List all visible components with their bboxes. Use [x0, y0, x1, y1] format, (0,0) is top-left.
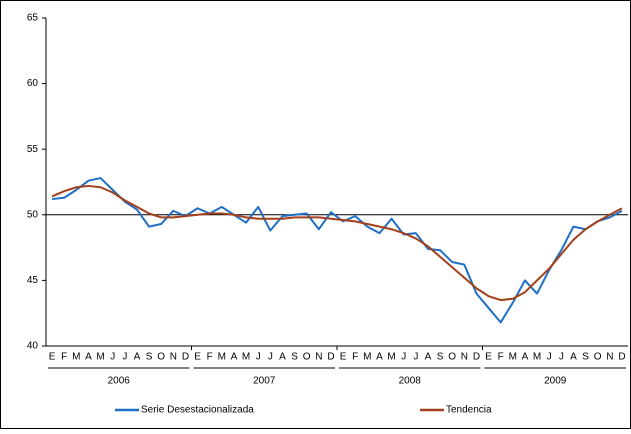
x-tick-label: F — [207, 352, 213, 363]
x-tick-label: O — [594, 352, 602, 363]
x-tick-label: N — [461, 352, 468, 363]
x-tick-label: F — [498, 352, 504, 363]
x-tick-label: A — [134, 352, 141, 363]
series-line — [51, 184, 623, 302]
x-tick-label: J — [547, 352, 552, 363]
x-tick-label: M — [96, 352, 104, 363]
x-tick-label: D — [182, 352, 189, 363]
year-label: 2008 — [399, 376, 422, 387]
x-tick-label: D — [618, 352, 625, 363]
y-tick-label: 45 — [27, 275, 39, 286]
x-tick-label: S — [582, 352, 589, 363]
year-label: 2006 — [108, 376, 131, 387]
x-tick-label: A — [231, 352, 238, 363]
series-line — [51, 177, 623, 324]
x-tick-label: S — [437, 352, 444, 363]
y-tick-label: 55 — [27, 144, 39, 155]
x-tick-label: M — [363, 352, 371, 363]
x-tick-label: E — [194, 352, 201, 363]
x-tick-label: J — [559, 352, 564, 363]
y-tick-label: 50 — [27, 209, 39, 220]
x-tick-label: A — [85, 352, 92, 363]
x-tick-label: M — [242, 352, 250, 363]
y-tick-label: 60 — [27, 78, 39, 89]
x-tick-label: J — [401, 352, 406, 363]
x-tick-label: J — [413, 352, 418, 363]
x-tick-label: A — [279, 352, 286, 363]
x-tick-label: M — [218, 352, 226, 363]
x-tick-label: O — [303, 352, 311, 363]
x-tick-label: M — [533, 352, 541, 363]
x-tick-label: A — [570, 352, 577, 363]
x-tick-label: J — [110, 352, 115, 363]
x-tick-label: N — [170, 352, 177, 363]
x-tick-label: D — [473, 352, 480, 363]
x-tick-label: J — [268, 352, 273, 363]
y-tick-label: 65 — [27, 13, 39, 24]
x-tick-label: A — [425, 352, 432, 363]
x-tick-label: D — [327, 352, 334, 363]
x-tick-label: A — [522, 352, 529, 363]
legend-label: Tendencia — [446, 405, 492, 416]
x-tick-label: S — [291, 352, 298, 363]
x-tick-label: F — [352, 352, 358, 363]
year-label: 2009 — [544, 376, 567, 387]
x-tick-label: A — [376, 352, 383, 363]
x-tick-label: N — [606, 352, 613, 363]
x-tick-label: J — [122, 352, 127, 363]
x-tick-label: E — [485, 352, 492, 363]
legend-label: Serie Desestacionalizada — [141, 405, 254, 416]
x-tick-label: N — [315, 352, 322, 363]
x-tick-label: E — [340, 352, 347, 363]
x-tick-label: E — [49, 352, 56, 363]
x-tick-label: M — [387, 352, 395, 363]
y-tick-label: 40 — [27, 341, 39, 352]
x-tick-label: O — [448, 352, 456, 363]
x-tick-label: O — [157, 352, 165, 363]
year-label: 2007 — [253, 376, 276, 387]
x-tick-label: M — [509, 352, 517, 363]
x-tick-label: J — [256, 352, 261, 363]
x-tick-label: M — [72, 352, 80, 363]
x-tick-label: S — [146, 352, 153, 363]
x-tick-label: F — [61, 352, 67, 363]
